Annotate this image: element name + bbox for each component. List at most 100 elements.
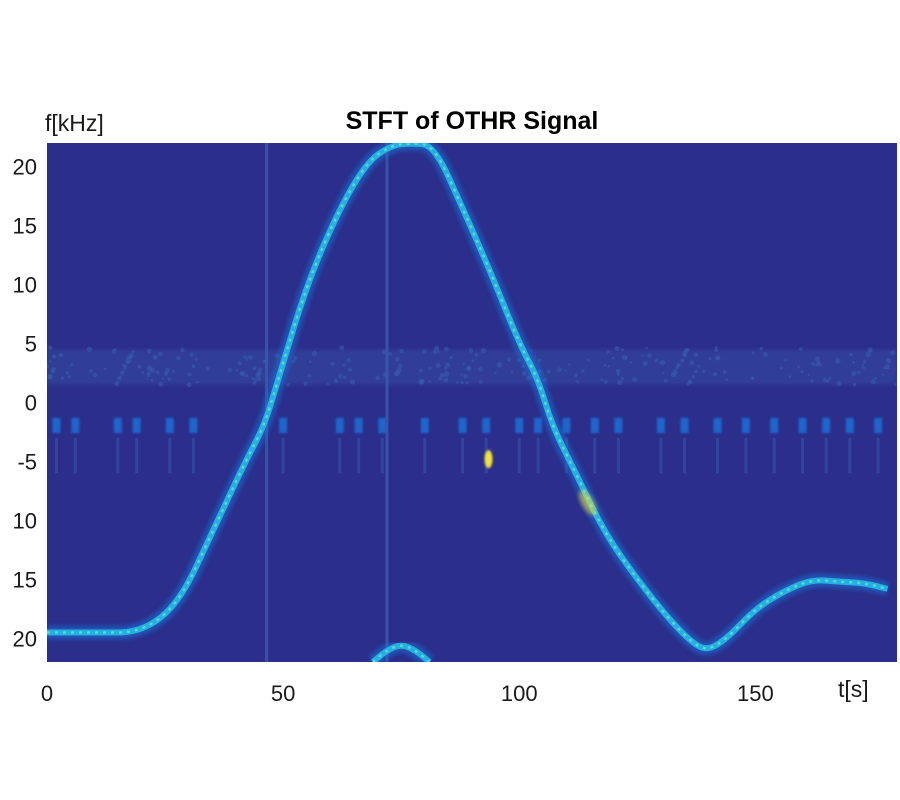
- noise-speck: [788, 375, 792, 379]
- burst-tail: [801, 437, 805, 474]
- burst-marker: [52, 417, 61, 434]
- noise-speck: [811, 361, 816, 366]
- burst-marker: [515, 417, 524, 434]
- noise-speck: [751, 351, 755, 355]
- noise-speck: [546, 369, 551, 374]
- noise-speck: [462, 362, 466, 366]
- noise-speck: [381, 349, 387, 355]
- noise-speck: [603, 363, 607, 367]
- noise-speck: [309, 360, 312, 363]
- noise-speck: [60, 376, 65, 380]
- noise-speck: [163, 371, 169, 376]
- noise-speck: [574, 373, 578, 378]
- trace-core: [372, 644, 431, 662]
- burst-tail: [744, 437, 748, 474]
- noise-speck: [303, 381, 308, 386]
- burst-marker: [798, 417, 807, 434]
- y-tick-label: -5: [17, 449, 37, 474]
- burst-marker: [562, 417, 571, 434]
- noise-speck: [438, 376, 443, 381]
- noise-speck: [816, 360, 821, 365]
- noise-speck: [581, 369, 585, 373]
- noise-speck: [810, 379, 815, 383]
- noise-speck: [243, 355, 247, 359]
- noise-speck: [614, 345, 620, 352]
- y-axis-label: f[kHz]: [45, 110, 104, 136]
- noise-speck: [388, 351, 392, 356]
- noise-band-fill: [47, 349, 897, 385]
- noise-speck: [118, 375, 122, 379]
- noise-speck: [227, 367, 233, 373]
- noise-speck: [663, 378, 668, 383]
- burst-tail: [716, 437, 720, 474]
- noise-speck: [575, 379, 580, 384]
- noise-speck: [676, 362, 681, 367]
- noise-speck: [697, 364, 701, 368]
- noise-speck: [807, 373, 811, 377]
- noise-speck: [567, 363, 571, 366]
- noise-speck: [113, 348, 117, 352]
- noise-speck: [248, 355, 254, 360]
- noise-speck: [428, 380, 432, 383]
- y-tick-label: 20: [13, 626, 37, 651]
- noise-speck: [52, 354, 57, 359]
- noise-speck: [714, 348, 719, 353]
- noise-speck: [646, 353, 652, 359]
- noise-speck: [58, 353, 62, 357]
- y-tick-label: 15: [13, 214, 37, 239]
- noise-speck: [155, 370, 160, 375]
- noise-speck: [443, 371, 450, 377]
- burst-marker: [482, 417, 491, 434]
- burst-marker: [713, 417, 722, 434]
- noise-speck: [252, 366, 257, 371]
- noise-speck: [175, 355, 181, 361]
- noise-speck: [852, 360, 855, 364]
- trace-hotspot: [578, 490, 597, 516]
- noise-speck: [779, 366, 783, 370]
- burst-marker: [614, 417, 623, 434]
- noise-speck: [307, 373, 312, 378]
- noise-speck: [375, 375, 380, 381]
- noise-speck: [69, 362, 74, 367]
- noise-speck: [881, 373, 885, 377]
- noise-speck: [131, 350, 135, 354]
- burst-marker: [132, 417, 141, 434]
- burst-tail: [461, 437, 465, 474]
- noise-speck: [152, 354, 158, 360]
- noise-speck: [603, 379, 608, 384]
- noise-speck: [418, 379, 424, 385]
- noise-speck: [814, 356, 820, 362]
- noise-speck: [478, 379, 483, 385]
- noise-speck: [150, 378, 154, 382]
- burst-tail: [191, 437, 195, 474]
- noise-speck: [253, 378, 258, 382]
- noise-speck: [689, 360, 695, 366]
- burst-marker: [874, 417, 883, 434]
- noise-speck: [48, 360, 52, 363]
- noise-speck: [125, 358, 132, 364]
- x-tick-label: 100: [501, 681, 538, 706]
- noise-speck: [67, 375, 72, 379]
- noise-speck: [330, 361, 335, 366]
- noise-speck: [629, 361, 632, 364]
- noise-speck: [47, 345, 53, 351]
- noise-speck: [399, 348, 404, 354]
- noise-speck: [632, 377, 638, 383]
- noise-speck: [800, 370, 804, 374]
- noise-speck: [189, 352, 194, 357]
- noise-speck: [496, 362, 503, 368]
- x-tick-label: 150: [737, 681, 774, 706]
- noise-speck: [471, 359, 475, 363]
- noise-speck: [759, 346, 764, 351]
- y-axis-ticks: 20 15 10 5 0 -5 10 15 20: [13, 155, 37, 652]
- chart-title: STFT of OTHR Signal: [346, 107, 599, 135]
- noise-speck: [799, 347, 803, 351]
- noise-speck: [141, 371, 145, 374]
- noise-speck: [456, 380, 459, 384]
- noise-speck: [443, 346, 449, 352]
- noise-speck: [784, 358, 787, 362]
- noise-speck: [725, 378, 729, 382]
- noise-speck: [93, 373, 98, 378]
- noise-speck: [171, 369, 176, 373]
- noise-band: [47, 345, 897, 388]
